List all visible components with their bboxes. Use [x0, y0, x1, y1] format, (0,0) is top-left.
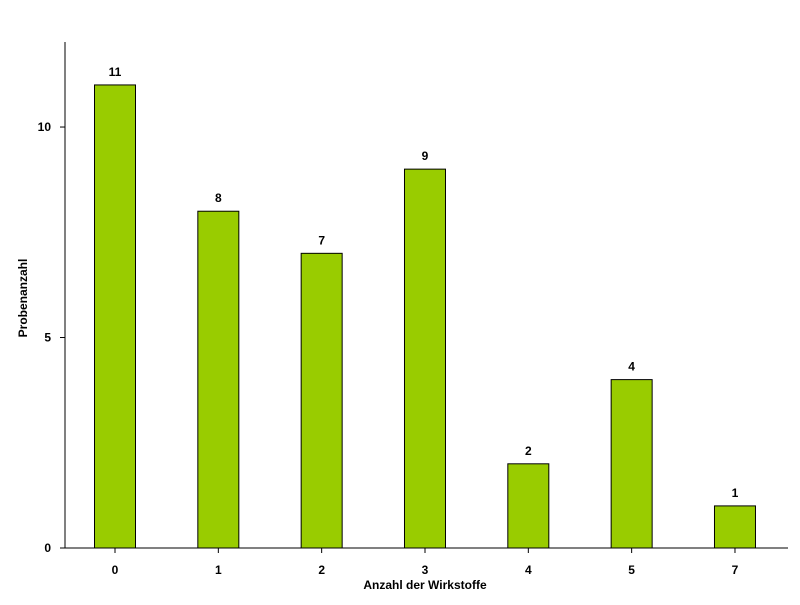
bars-layer: [94, 84, 756, 549]
x-tick-label: 7: [732, 563, 739, 577]
ticks-layer: [60, 126, 736, 553]
bar: [507, 463, 550, 549]
x-tick-label: 0: [112, 563, 119, 577]
x-tick-label: 1: [215, 563, 222, 577]
x-axis-title: Anzahl der Wirkstoffe: [363, 578, 487, 592]
data-label: 1: [732, 486, 739, 500]
bar: [94, 84, 136, 549]
data-label: 2: [525, 444, 532, 458]
y-tick-label: 0: [44, 541, 51, 555]
data-label: 11: [109, 65, 122, 79]
y-axis-title: Probenanzahl: [16, 259, 30, 338]
bar: [197, 210, 240, 549]
bar: [713, 505, 756, 549]
x-tick-label: 4: [525, 563, 532, 577]
bar: [300, 252, 343, 549]
axes-layer: [64, 42, 788, 549]
bar: [610, 379, 653, 549]
x-tick-label: 5: [628, 563, 635, 577]
y-tick-label: 5: [44, 331, 51, 345]
data-label: 4: [628, 360, 635, 374]
x-tick-label: 3: [422, 563, 429, 577]
data-label: 7: [318, 233, 325, 247]
data-label: 9: [422, 149, 429, 163]
data-label: 8: [215, 191, 222, 205]
bar: [403, 168, 446, 549]
x-tick-label: 2: [318, 563, 325, 577]
y-tick-label: 10: [38, 120, 52, 134]
